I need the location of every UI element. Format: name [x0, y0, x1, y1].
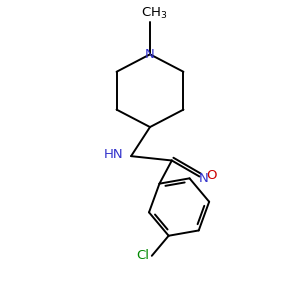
Text: N: N: [198, 172, 208, 185]
Text: CH$_3$: CH$_3$: [141, 6, 168, 21]
Text: Cl: Cl: [136, 249, 149, 262]
Text: HN: HN: [104, 148, 124, 161]
Text: N: N: [145, 48, 155, 61]
Text: O: O: [207, 169, 217, 182]
